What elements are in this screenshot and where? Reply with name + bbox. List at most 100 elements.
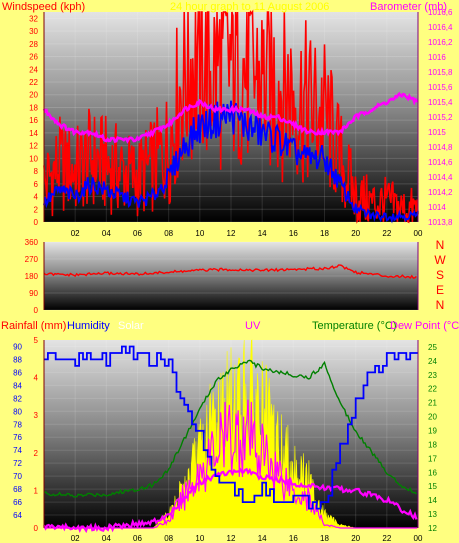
barometer-tick-label: 1014,8: [428, 143, 453, 152]
temperature-tick-label: 15: [428, 482, 437, 491]
barometer-tick-label: 1015: [428, 128, 446, 137]
wind-tick-label: 30: [29, 27, 38, 36]
plot-area-2: [44, 242, 418, 310]
wind-tick-label: 4: [34, 193, 39, 202]
humidity-tick-label: 86: [13, 368, 22, 377]
direction-tick-label: 180: [25, 272, 39, 281]
humidity-tick-label: 80: [13, 407, 22, 416]
temperature-axis-label: Temperature (°C): [312, 320, 397, 332]
barometer-tick-label: 1015,2: [428, 113, 453, 122]
temperature-tick-label: 12: [428, 524, 437, 533]
wind-tick-label: 10: [29, 154, 38, 163]
temperature-tick-label: 13: [428, 510, 437, 519]
humidity-tick-label: 76: [13, 433, 22, 442]
chart1-x-tick-label: 10: [195, 229, 204, 238]
chart1-x-tick-label: 08: [164, 229, 173, 238]
humidity-tick-label: 72: [13, 459, 22, 468]
chart1-x-tick-label: 16: [289, 229, 298, 238]
wind-tick-label: 16: [29, 116, 38, 125]
wind-tick-label: 20: [29, 91, 38, 100]
direction-tick-label: 90: [29, 289, 38, 298]
wind-tick-label: 26: [29, 53, 38, 62]
chart1-x-tick-label: 14: [258, 229, 267, 238]
wind-tick-label: 18: [29, 103, 38, 112]
humidity-tick-label: 74: [13, 446, 22, 455]
solar-label: Solar: [118, 320, 144, 332]
direction-tick-label: 0: [34, 306, 39, 315]
barometer-tick-label: 1016: [428, 53, 446, 62]
chart3-x-tick-label: 14: [258, 534, 267, 543]
temperature-line: [43, 359, 417, 498]
humidity-line: [44, 345, 418, 510]
wind-tick-label: 8: [34, 167, 39, 176]
humidity-tick-label: 84: [13, 381, 22, 390]
barometer-tick-label: 1016,4: [428, 23, 453, 32]
graph-title: 24 hour graph to 11 August 2006: [170, 1, 330, 13]
wind-tick-label: 12: [29, 142, 38, 151]
temperature-tick-label: 24: [428, 357, 437, 366]
chart3-x-tick-label: 00: [414, 534, 423, 543]
barometer-tick-label: 1014: [428, 203, 446, 212]
humidity-tick-label: 68: [13, 485, 22, 494]
temperature-tick-label: 22: [428, 385, 437, 394]
rainfall-tick-label: 1: [34, 486, 39, 495]
temperature-tick-label: 16: [428, 468, 437, 477]
direction-e: E: [435, 283, 444, 297]
barometer-tick-label: 1013,8: [428, 218, 453, 227]
rainfall-tick-label: 5: [34, 336, 39, 345]
wind-tick-label: 28: [29, 40, 38, 49]
direction-n-bottom: N: [435, 298, 445, 312]
chart1-x-tick-label: 12: [227, 229, 236, 238]
barometer-tick-label: 1014,2: [428, 188, 453, 197]
chart3-x-tick-label: 08: [164, 534, 173, 543]
humidity-tick-label: 88: [13, 355, 22, 364]
chart3-x-tick-label: 12: [227, 534, 236, 543]
chart3-x-tick-label: 16: [289, 534, 298, 543]
chart1-x-tick-label: 02: [71, 229, 80, 238]
humidity-tick-label: 78: [13, 420, 22, 429]
wind-tick-label: 6: [34, 180, 39, 189]
barometer-tick-label: 1015,8: [428, 68, 453, 77]
wind-average-line: [43, 100, 419, 224]
chart3-x-tick-label: 10: [195, 534, 204, 543]
humidity-tick-label: 70: [13, 472, 22, 481]
temperature-tick-label: 21: [428, 399, 437, 408]
barometer-tick-label: 1015,4: [428, 98, 453, 107]
rainfall-axis-label: Rainfall (mm): [1, 320, 67, 332]
chart3-x-tick-label: 22: [382, 534, 391, 543]
chart1-x-tick-label: 18: [320, 229, 329, 238]
barometer-axis-label: Barometer (mb): [370, 1, 448, 13]
temperature-tick-label: 19: [428, 427, 437, 436]
barometer-line: [42, 91, 419, 144]
uv-label: UV: [245, 320, 261, 332]
chart3-x-tick-label: 02: [71, 534, 80, 543]
direction-tick-label: 360: [25, 238, 39, 247]
wind-tick-label: 32: [29, 14, 38, 23]
temperature-tick-label: 14: [428, 496, 437, 505]
temperature-tick-label: 25: [428, 343, 437, 352]
temperature-tick-label: 23: [428, 371, 437, 380]
chart1-x-tick-label: 22: [382, 229, 391, 238]
humidity-tick-label: 90: [13, 342, 22, 351]
rainfall-tick-label: 2: [34, 449, 39, 458]
wind-tick-label: 22: [29, 78, 38, 87]
direction-n-top: N: [435, 238, 445, 252]
humidity-tick-label: 66: [13, 498, 22, 507]
direction-s: S: [435, 268, 444, 282]
temperature-tick-label: 17: [428, 454, 437, 463]
barometer-tick-label: 1014,4: [428, 173, 453, 182]
humidity-tick-label: 64: [13, 511, 22, 520]
chart3-x-tick-label: 06: [133, 534, 142, 543]
temperature-tick-label: 18: [428, 440, 437, 449]
barometer-tick-label: 1014,6: [428, 158, 453, 167]
chart1-x-tick-label: 00: [414, 229, 423, 238]
dewpoint-label: Dew Point (°C: [390, 320, 459, 332]
direction-w: W: [434, 253, 446, 267]
windspeed-axis-label: Windspeed (kph): [2, 1, 86, 13]
direction-tick-label: 270: [25, 255, 39, 264]
wind-tick-label: 24: [29, 65, 38, 74]
barometer-tick-label: 1016,2: [428, 38, 453, 47]
chart1-x-tick-label: 04: [102, 229, 111, 238]
